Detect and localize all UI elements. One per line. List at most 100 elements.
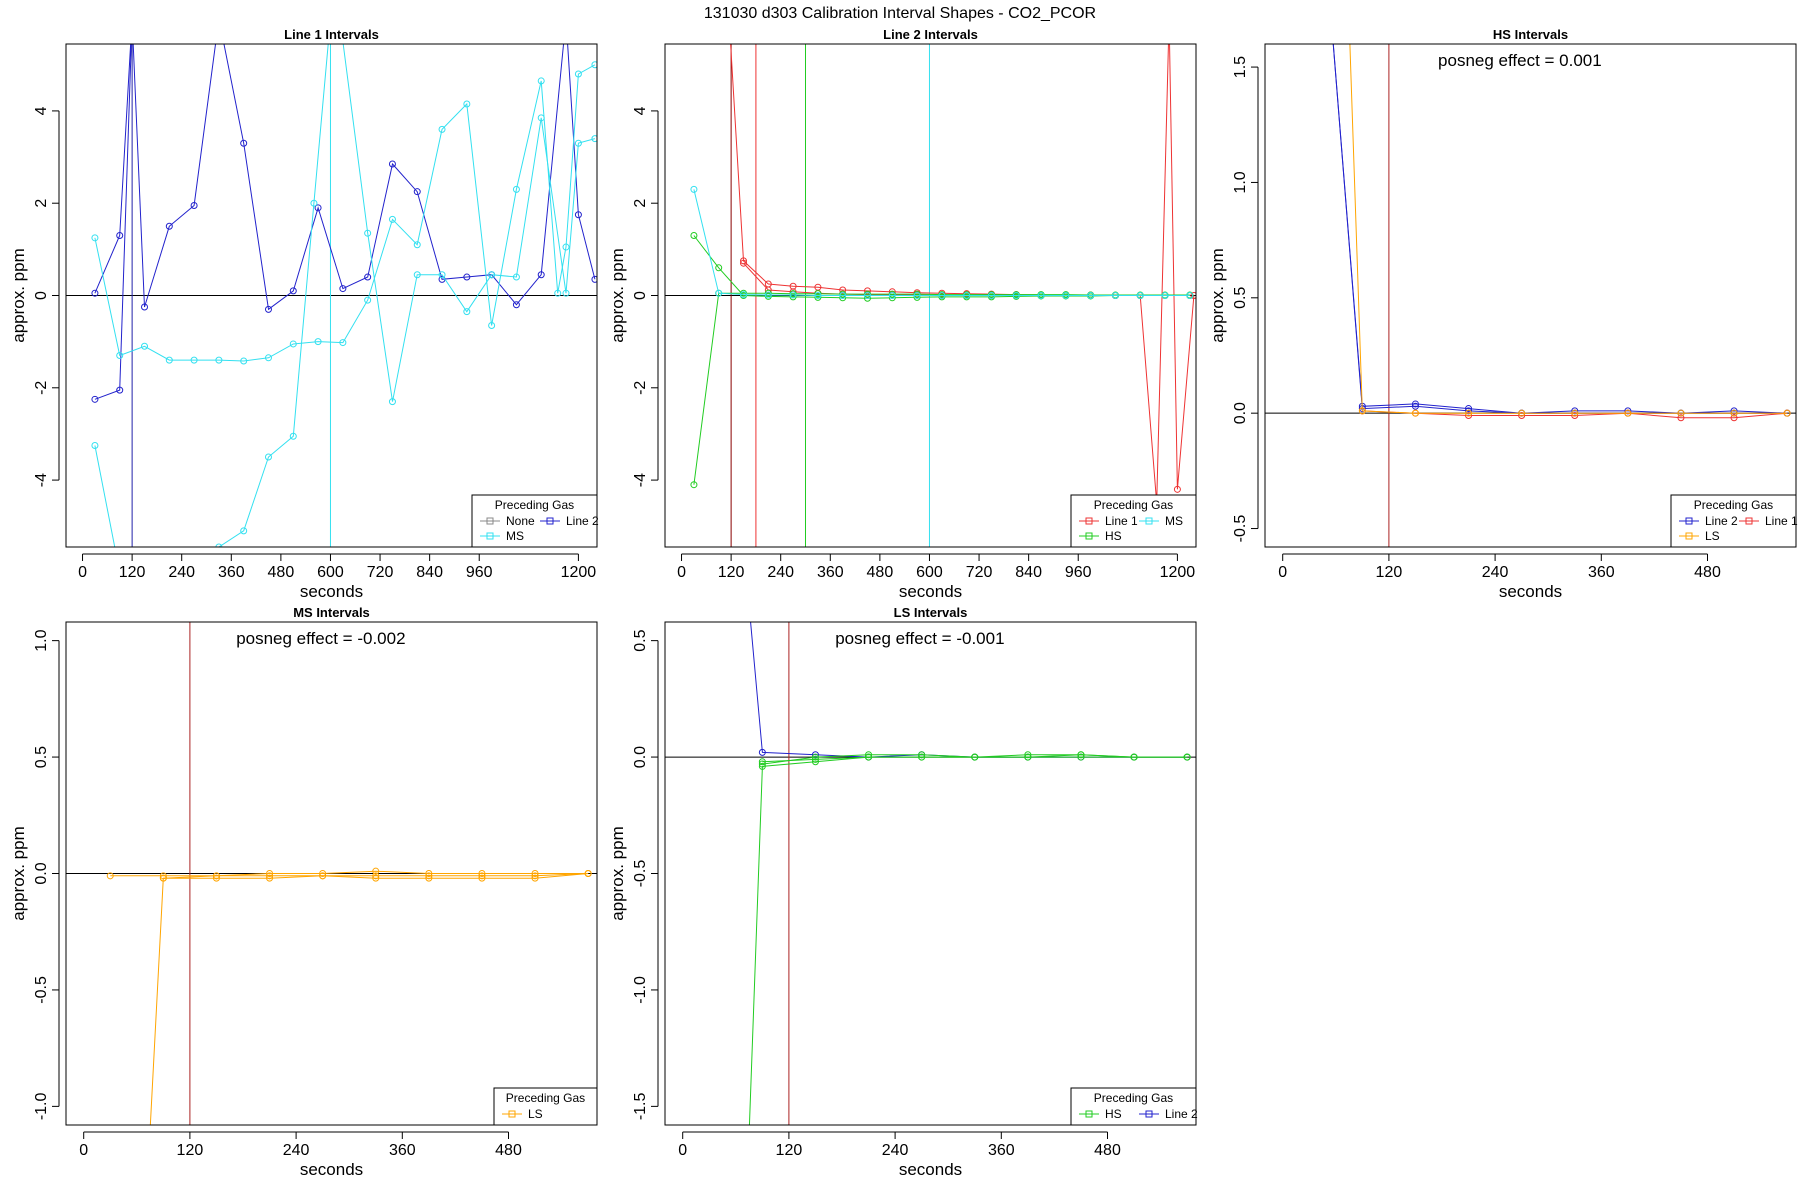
x-tick-label: 480 bbox=[867, 564, 894, 581]
legend-label: Line 1 bbox=[1105, 514, 1138, 528]
data-point bbox=[319, 872, 327, 880]
x-tick-label: 960 bbox=[466, 564, 493, 581]
data-point bbox=[512, 185, 520, 193]
legend-item: LS bbox=[502, 1107, 543, 1121]
y-tick-label: -4 bbox=[632, 473, 649, 487]
data-point bbox=[863, 292, 871, 299]
data-point bbox=[764, 289, 772, 297]
data-point bbox=[264, 453, 272, 461]
data-point bbox=[91, 234, 99, 242]
data-point bbox=[215, 356, 223, 364]
panel-title: LS Intervals bbox=[894, 605, 968, 620]
plot-frame bbox=[664, 621, 1197, 1126]
y-tick-label: 4 bbox=[33, 106, 50, 115]
data-point bbox=[715, 264, 723, 272]
data-point bbox=[310, 199, 318, 207]
data-point bbox=[1571, 409, 1579, 417]
legend-title: Preceding Gas bbox=[1694, 498, 1773, 512]
data-point bbox=[264, 354, 272, 362]
legend-item: Line 2 bbox=[540, 514, 599, 528]
y-axis-label: approx. ppm bbox=[9, 248, 28, 343]
data-point bbox=[1465, 411, 1473, 419]
y-tick-label: -2 bbox=[632, 381, 649, 395]
data-point bbox=[463, 308, 471, 316]
y-tick-label: 0.5 bbox=[632, 629, 649, 651]
data-point bbox=[1037, 292, 1045, 299]
legend: Preceding Gas Line 1 MS HS bbox=[1070, 494, 1197, 548]
legend-label: Line 1 bbox=[1765, 514, 1798, 528]
legend-swatch-marker bbox=[486, 532, 494, 540]
series-line bbox=[762, 754, 1188, 765]
legend-swatch-marker bbox=[1085, 532, 1093, 540]
series-line bbox=[94, 44, 596, 311]
y-axis-label: approx. ppm bbox=[608, 248, 627, 343]
data-point bbox=[159, 874, 167, 882]
legend-swatch-marker bbox=[1145, 1110, 1153, 1118]
x-axis-label: seconds bbox=[1499, 582, 1562, 601]
y-tick-label: -0.5 bbox=[632, 860, 649, 888]
legend-item: Line 1 bbox=[1079, 514, 1138, 528]
data-point bbox=[266, 874, 274, 882]
plot-area bbox=[665, 44, 1196, 547]
data-point bbox=[116, 351, 124, 359]
data-point bbox=[1358, 407, 1366, 415]
legend-swatch-marker bbox=[1145, 517, 1153, 525]
data-point bbox=[488, 271, 496, 279]
legend-item: MS bbox=[480, 529, 524, 543]
data-point bbox=[141, 342, 149, 350]
x-tick-label: 360 bbox=[817, 564, 844, 581]
data-point bbox=[839, 294, 847, 302]
legend: Preceding Gas None Line 2 MS bbox=[471, 494, 599, 548]
data-point bbox=[913, 292, 921, 299]
data-point bbox=[266, 872, 274, 880]
x-tick-label: 1200 bbox=[561, 564, 597, 581]
legend-label: Line 2 bbox=[566, 514, 599, 528]
data-point bbox=[388, 398, 396, 406]
legend-swatch-marker bbox=[1745, 517, 1753, 525]
data-point bbox=[690, 232, 698, 240]
data-point bbox=[839, 292, 847, 299]
data-point bbox=[478, 874, 486, 882]
data-point bbox=[888, 292, 896, 299]
legend-label: LS bbox=[1705, 529, 1720, 543]
data-point bbox=[165, 356, 173, 364]
y-tick-label: 2 bbox=[33, 199, 50, 208]
data-point bbox=[938, 292, 946, 299]
x-tick-label: 480 bbox=[268, 564, 295, 581]
data-point bbox=[91, 395, 99, 403]
data-point bbox=[537, 271, 545, 279]
data-point bbox=[266, 870, 274, 877]
y-axis-label: approx. ppm bbox=[608, 826, 627, 921]
x-tick-label: 600 bbox=[916, 564, 943, 581]
x-axis: 0 120 240 360 480 seconds bbox=[678, 1131, 1121, 1179]
data-point bbox=[1087, 292, 1095, 299]
x-tick-label: 720 bbox=[966, 564, 993, 581]
x-tick-label: 600 bbox=[317, 564, 344, 581]
x-axis-label: seconds bbox=[300, 1160, 363, 1179]
legend-item: Line 2 bbox=[1679, 514, 1738, 528]
x-tick-label: 0 bbox=[677, 564, 686, 581]
data-point bbox=[413, 241, 421, 249]
legend-label: Line 2 bbox=[1705, 514, 1738, 528]
data-point bbox=[584, 870, 592, 877]
x-tick-label: 120 bbox=[177, 1142, 204, 1159]
data-point bbox=[562, 289, 570, 297]
x-tick-label: 0 bbox=[79, 1142, 88, 1159]
y-axis: -1.0 -0.5 0.0 0.5 1.0 approx. ppm bbox=[9, 629, 60, 1120]
posneg-annotation: posneg effect = -0.001 bbox=[835, 629, 1004, 648]
plot-area bbox=[66, 44, 597, 547]
data-point bbox=[1012, 292, 1020, 299]
x-axis-label: seconds bbox=[300, 582, 363, 601]
legend-label: MS bbox=[506, 529, 524, 543]
posneg-annotation: posneg effect = -0.002 bbox=[236, 629, 405, 648]
data-point bbox=[289, 340, 297, 348]
data-point bbox=[240, 357, 248, 365]
x-tick-label: 360 bbox=[389, 1142, 416, 1159]
panel-title: Line 2 Intervals bbox=[883, 27, 978, 42]
data-point bbox=[591, 61, 597, 69]
x-axis: 0 120 240 360 480 seconds bbox=[79, 1131, 522, 1179]
legend-swatch-marker bbox=[1685, 532, 1693, 540]
data-point bbox=[91, 289, 99, 297]
legend-swatch-marker bbox=[1085, 517, 1093, 525]
